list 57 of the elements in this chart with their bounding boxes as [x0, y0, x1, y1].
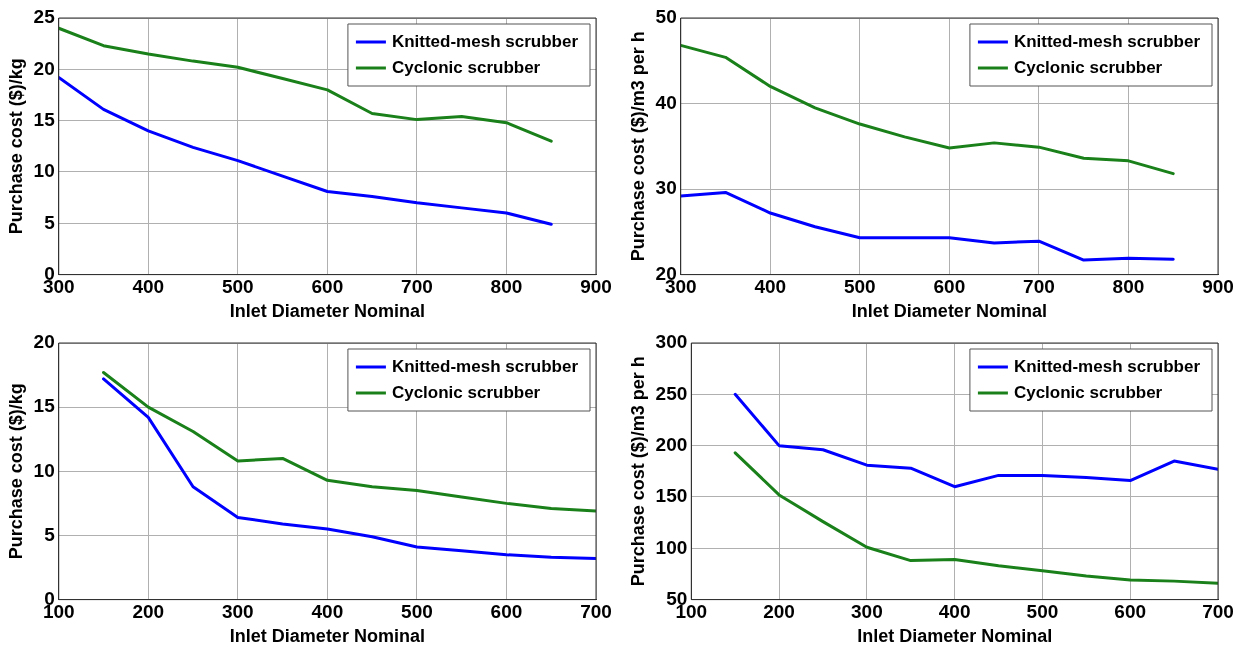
legend-label: Knitted-mesh scrubber	[391, 356, 579, 376]
x-tick-label: 300	[221, 601, 254, 623]
x-axis-title: Inlet Diameter Nominal	[851, 301, 1047, 322]
x-axis-title: Inlet Diameter Nominal	[229, 626, 425, 647]
x-tick-label: 700	[401, 276, 433, 298]
legend-label: Knitted-mesh scrubber	[1013, 31, 1201, 51]
legend-label: Knitted-mesh scrubber	[1013, 356, 1201, 376]
x-tick-label: 200	[132, 601, 165, 623]
y-tick-label: 20	[33, 331, 55, 353]
y-axis-title: Purchase cost ($)/kg	[5, 58, 26, 235]
x-tick-label: 500	[221, 276, 254, 298]
y-axis-title: Purchase cost ($)/m3 per h	[627, 356, 648, 587]
x-tick-label: 400	[938, 601, 971, 623]
x-tick-label: 600	[490, 601, 523, 623]
legend-label: Cyclonic scrubber	[391, 382, 541, 402]
legend-label: Cyclonic scrubber	[391, 57, 541, 77]
x-tick-label: 500	[1026, 601, 1059, 623]
y-axis-title: Purchase cost ($)/kg	[5, 383, 26, 560]
x-tick-label: 400	[132, 276, 165, 298]
x-tick-label: 600	[311, 276, 344, 298]
x-tick-label: 500	[843, 276, 876, 298]
x-tick-label: 600	[1114, 601, 1147, 623]
y-axis-title: Purchase cost ($)/m3 per h	[627, 31, 648, 262]
y-tick-label: 200	[655, 433, 688, 455]
legend-label: Cyclonic scrubber	[1013, 382, 1163, 402]
y-tick-label: 300	[655, 331, 688, 353]
y-tick-label: 15	[33, 395, 56, 417]
x-axis-title: Inlet Diameter Nominal	[857, 626, 1053, 647]
y-tick-label: 100	[655, 536, 688, 558]
y-tick-label: 15	[33, 108, 56, 130]
x-tick-label: 400	[311, 601, 344, 623]
legend-label: Knitted-mesh scrubber	[391, 31, 579, 51]
x-tick-label: 700	[1023, 276, 1055, 298]
y-tick-label: 5	[44, 211, 56, 233]
legend-label: Cyclonic scrubber	[1013, 57, 1163, 77]
y-tick-label: 250	[655, 382, 688, 404]
x-tick-label: 500	[401, 601, 433, 623]
x-tick-label: 800	[490, 276, 523, 298]
y-tick-label: 20	[33, 57, 55, 79]
x-tick-label: 900	[580, 276, 612, 298]
x-tick-label: 300	[851, 601, 883, 623]
y-tick-label: 40	[655, 91, 677, 113]
x-tick-label: 800	[1112, 276, 1145, 298]
y-tick-label: 10	[33, 160, 55, 182]
y-tick-label: 150	[655, 485, 688, 507]
x-axis-title: Inlet Diameter Nominal	[229, 301, 425, 322]
y-tick-label: 50	[655, 6, 677, 28]
y-tick-label: 25	[33, 6, 56, 28]
y-tick-label: 5	[44, 523, 56, 545]
x-tick-label: 200	[763, 601, 795, 623]
y-tick-label: 10	[33, 459, 55, 481]
x-tick-label: 400	[754, 276, 787, 298]
x-tick-label: 700	[580, 601, 612, 623]
y-tick-label: 30	[655, 177, 677, 199]
x-tick-label: 900	[1202, 276, 1234, 298]
x-tick-label: 700	[1202, 601, 1234, 623]
x-tick-label: 600	[933, 276, 966, 298]
